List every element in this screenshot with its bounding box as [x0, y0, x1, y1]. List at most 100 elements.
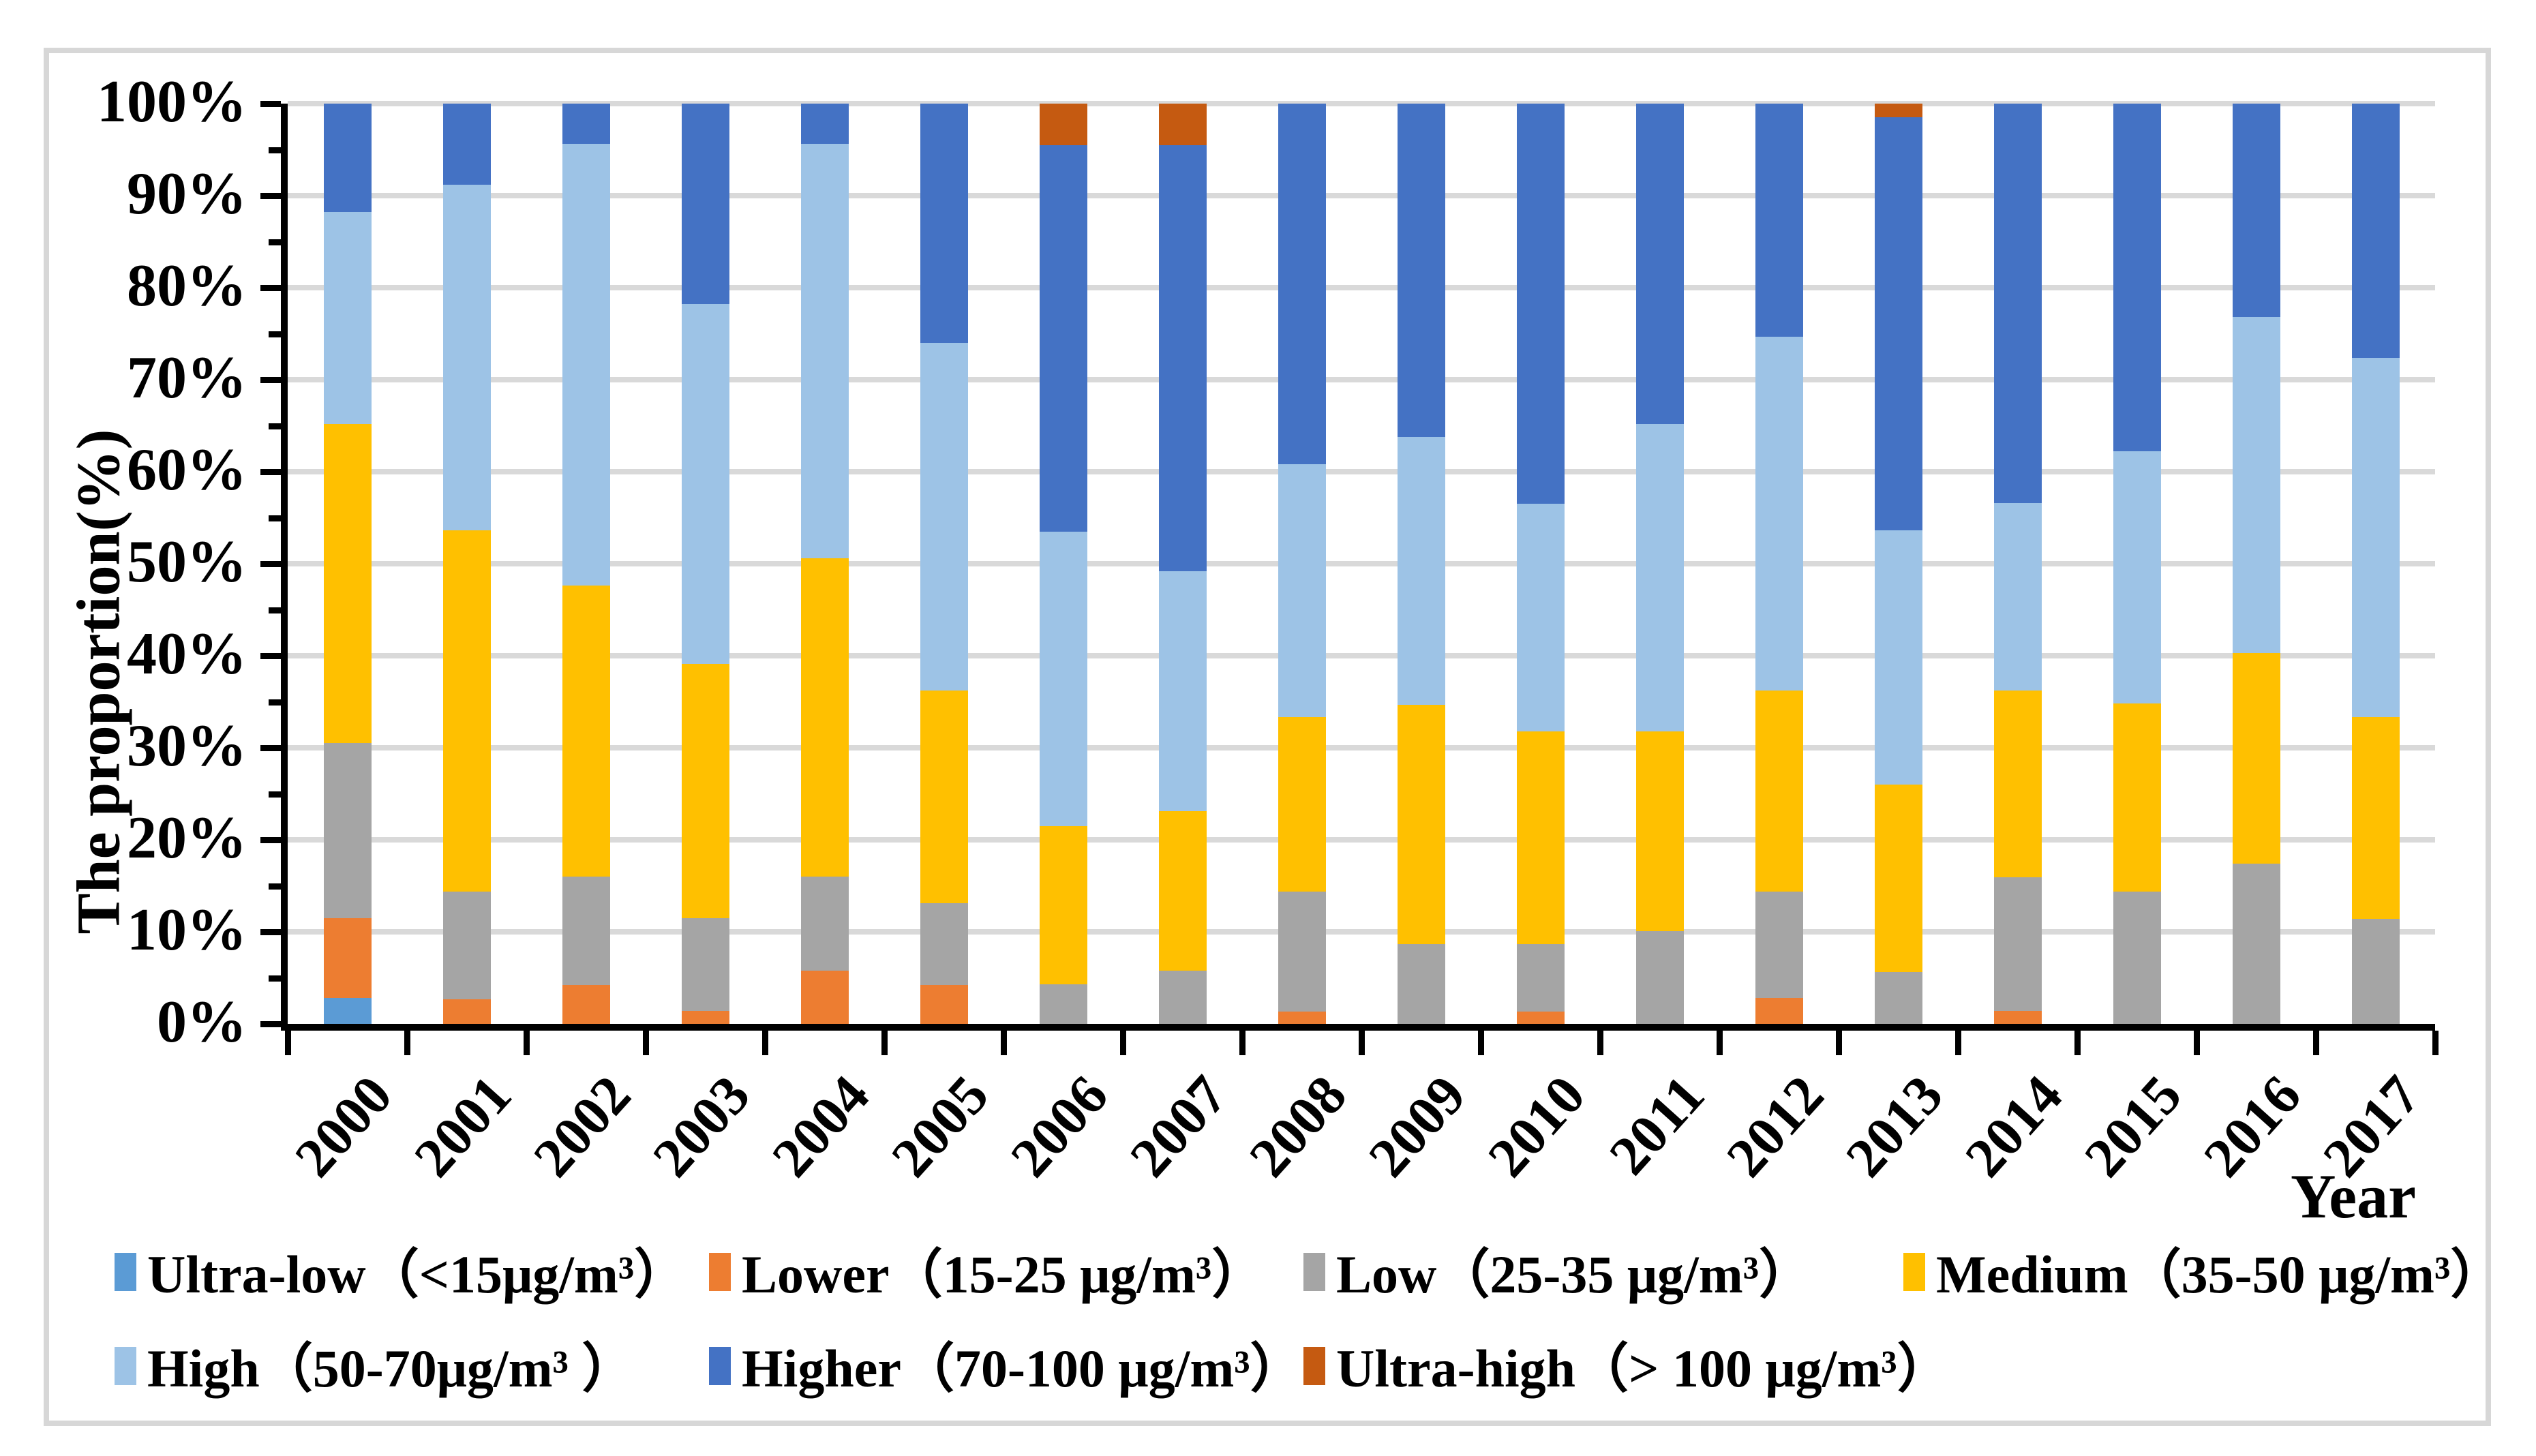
bar-segment: [920, 343, 968, 691]
bar-segment: [442, 891, 491, 999]
legend-item: Lower（15-25 μg/m³）: [709, 1242, 1265, 1307]
bar-segment: [1755, 998, 1803, 1024]
bar-segment: [1874, 785, 1922, 973]
bar-segment: [1874, 530, 1922, 785]
bar-segment: [323, 423, 372, 744]
x-tick: [404, 1031, 410, 1055]
y-tick-label: 20%: [127, 805, 247, 871]
bar-segment: [2351, 919, 2400, 1024]
bar-segment: [1158, 811, 1207, 971]
bar-segment: [1397, 436, 1445, 705]
bar-column-2010: [1481, 104, 1600, 1024]
bar-segment: [1158, 571, 1207, 812]
bar-segment: [1278, 891, 1326, 1012]
bar-column-2015: [2077, 104, 2197, 1024]
stacked-bar: [2351, 104, 2400, 1024]
stacked-bar: [1516, 104, 1565, 1024]
bar-column-2005: [884, 104, 1003, 1024]
x-axis-title: Year: [2291, 1162, 2416, 1231]
legend-label: High（50-70μg/m³ ）: [147, 1339, 635, 1398]
stacked-bar: [1635, 104, 1684, 1024]
bar-segment: [1397, 704, 1445, 944]
stacked-bar: [800, 104, 849, 1024]
bar-segment: [1635, 104, 1684, 424]
gridline: [288, 469, 2435, 474]
bar-segment: [323, 104, 372, 213]
legend-item: Ultra-low（<15μg/m³）: [115, 1242, 687, 1307]
bar-segment: [2351, 357, 2400, 718]
y-tick-label: 10%: [127, 897, 247, 963]
bar-segment: [2232, 652, 2280, 864]
bar-segment: [1993, 104, 2042, 503]
bar-segment: [681, 304, 729, 665]
bar-segment: [1635, 731, 1684, 931]
bar-segment: [1158, 145, 1207, 571]
x-tick: [2432, 1031, 2439, 1055]
gridline: [288, 653, 2435, 658]
bar-segment: [562, 104, 610, 145]
y-major-tick: [260, 561, 281, 567]
legend-swatch: [115, 1253, 136, 1291]
y-axis-line: [281, 104, 288, 1031]
bar-column-2000: [288, 104, 407, 1024]
stacked-bar: [323, 104, 372, 1024]
y-tick-label: 70%: [127, 345, 247, 411]
legend-swatch: [1903, 1253, 1925, 1291]
bar-segment: [1755, 104, 1803, 337]
y-minor-tick: [269, 607, 281, 613]
x-tick: [2074, 1031, 2081, 1055]
y-tick-label: 60%: [127, 437, 247, 503]
bar-column-2013: [1839, 104, 1958, 1024]
x-tick: [1359, 1031, 1365, 1055]
bar-segment: [562, 144, 610, 586]
x-tick: [1836, 1031, 1842, 1055]
bar-segment: [1874, 972, 1922, 1024]
x-tick: [524, 1031, 530, 1055]
bar-segment: [2113, 703, 2161, 892]
y-major-tick: [260, 1021, 281, 1027]
bar-segment: [681, 917, 729, 1012]
y-major-tick: [260, 837, 281, 843]
bar-segment: [2232, 317, 2280, 653]
bar-segment: [1874, 104, 1922, 118]
legend-swatch: [709, 1253, 731, 1291]
legend-swatch: [1303, 1347, 1325, 1385]
bar-segment: [323, 998, 372, 1024]
bar-segment: [1993, 1011, 2042, 1024]
x-tick: [1597, 1031, 1603, 1055]
bar-column-2017: [2316, 104, 2435, 1024]
bar-segment: [1278, 464, 1326, 718]
stacked-bar: [2113, 104, 2161, 1024]
y-major-tick: [260, 101, 281, 107]
x-tick: [1001, 1031, 1007, 1055]
bar-segment: [1039, 531, 1087, 826]
y-minor-tick: [269, 699, 281, 706]
bar-segment: [800, 877, 849, 971]
gridline: [288, 193, 2435, 198]
plot-area: [281, 101, 2435, 1031]
bar-segment: [442, 104, 491, 185]
bar-segment: [2113, 104, 2161, 452]
bar-segment: [1874, 117, 1922, 531]
bar-segment: [1516, 104, 1565, 504]
legend-item: Ultra-high（> 100 μg/m³）: [1303, 1336, 1950, 1401]
bar-column-2004: [765, 104, 884, 1024]
stacked-bar: [1039, 104, 1087, 1024]
legend-swatch: [115, 1347, 136, 1385]
stacked-bar: [1397, 104, 1445, 1024]
bar-column-2008: [1242, 104, 1361, 1024]
legend-swatch: [1303, 1253, 1325, 1291]
x-axis-line: [281, 1024, 2435, 1031]
y-major-tick: [260, 929, 281, 935]
legend-item: Higher（70-100 μg/m³）: [709, 1336, 1303, 1401]
y-major-tick: [260, 285, 281, 291]
bar-segment: [1755, 691, 1803, 892]
x-tick: [762, 1031, 768, 1055]
y-tick-label: 0%: [157, 989, 247, 1055]
bar-column-2012: [1719, 104, 1839, 1024]
gridline: [288, 929, 2435, 935]
y-minor-tick: [269, 331, 281, 337]
x-tick: [1955, 1031, 1961, 1055]
bar-segment: [2232, 864, 2280, 1024]
bar-segment: [1993, 877, 2042, 1012]
